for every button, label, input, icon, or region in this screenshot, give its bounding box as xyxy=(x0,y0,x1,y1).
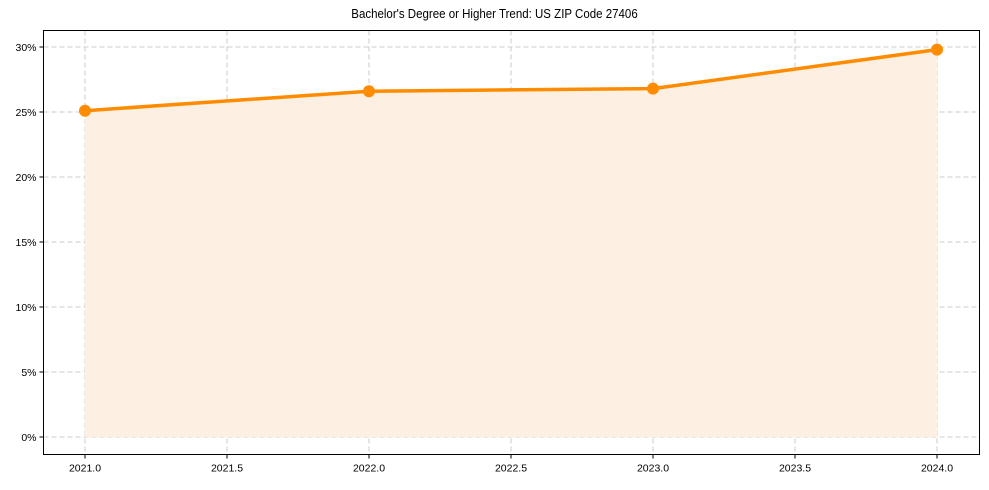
y-tick-label: 25% xyxy=(15,107,36,119)
data-point xyxy=(931,43,943,56)
y-tick-label: 5% xyxy=(21,367,36,379)
x-tick-label: 2021.5 xyxy=(211,463,243,475)
y-axis-ticks: 0% 5% 10% 15% 20% 25% 30% xyxy=(15,42,44,444)
x-tick-label: 2024.0 xyxy=(921,463,953,475)
x-axis-ticks: 2021.0 2021.5 2022.0 2022.5 2023.0 2023.5 2024… xyxy=(69,454,953,475)
y-tick-label: 20% xyxy=(15,172,36,184)
data-point xyxy=(363,85,375,98)
x-tick-label: 2022.0 xyxy=(353,463,385,475)
data-point xyxy=(79,104,91,117)
area-fill xyxy=(85,49,937,437)
y-tick-label: 15% xyxy=(15,237,36,249)
chart-title: Bachelor's Degree or Higher Trend: US ZI… xyxy=(351,7,638,21)
x-tick-label: 2023.5 xyxy=(779,463,811,475)
x-tick-label: 2022.5 xyxy=(495,463,527,475)
data-points xyxy=(79,43,943,117)
x-tick-label: 2023.0 xyxy=(637,463,669,475)
data-point xyxy=(647,82,659,95)
y-tick-label: 0% xyxy=(21,432,36,444)
x-tick-label: 2021.0 xyxy=(69,463,101,475)
y-tick-label: 10% xyxy=(15,302,36,314)
y-tick-label: 30% xyxy=(15,42,36,54)
data-line xyxy=(84,47,938,113)
